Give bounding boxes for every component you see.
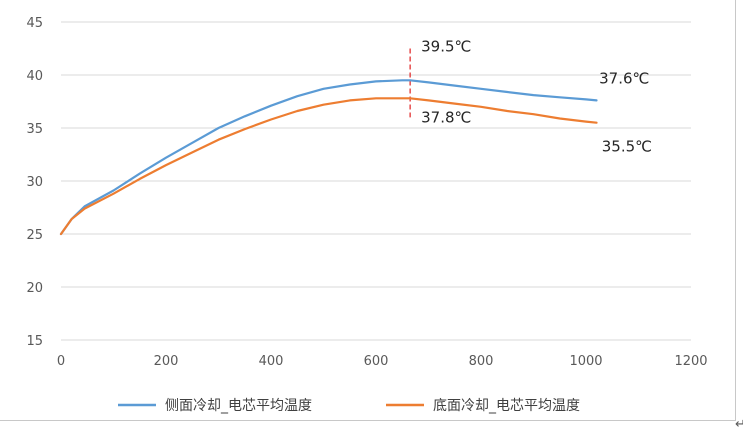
x-tick-label: 1000 xyxy=(569,354,602,369)
corner-mark: ↵ xyxy=(735,417,743,432)
data-label: 35.5℃ xyxy=(602,137,652,155)
annotations: 39.5℃ 37.8℃ 37.6℃ 35.5℃ xyxy=(421,38,652,156)
series-line-side-cooling xyxy=(59,79,598,236)
y-tick-label: 45 xyxy=(26,16,43,31)
y-tick-label: 25 xyxy=(26,228,43,243)
legend-label: 底面冷却_电芯平均温度 xyxy=(433,398,580,414)
series-layer xyxy=(59,48,598,236)
data-label: 39.5℃ xyxy=(421,38,471,56)
frame-right-border xyxy=(735,0,736,420)
x-tick-label: 600 xyxy=(364,354,389,369)
legend: 侧面冷却_电芯平均温度 底面冷却_电芯平均温度 xyxy=(118,398,580,414)
axes: 15 20 25 30 35 40 45 0 200 400 600 800 1000 1200 xyxy=(26,16,707,369)
legend-label: 侧面冷却_电芯平均温度 xyxy=(165,398,312,414)
y-tick-label: 40 xyxy=(26,69,43,84)
y-tick-label: 20 xyxy=(26,281,43,296)
y-tick-label: 30 xyxy=(26,175,43,190)
gridlines xyxy=(61,21,691,341)
series-line-bottom-cooling xyxy=(59,97,598,236)
x-tick-label: 0 xyxy=(57,354,65,369)
y-tick-label: 15 xyxy=(26,334,43,349)
x-tick-label: 200 xyxy=(154,354,179,369)
x-tick-label: 800 xyxy=(469,354,494,369)
y-tick-label: 35 xyxy=(26,122,43,137)
x-tick-label: 400 xyxy=(259,354,284,369)
data-label: 37.6℃ xyxy=(599,69,649,87)
frame-bottom-border xyxy=(0,420,736,421)
data-label: 37.8℃ xyxy=(421,109,471,127)
x-tick-label: 1200 xyxy=(674,354,707,369)
